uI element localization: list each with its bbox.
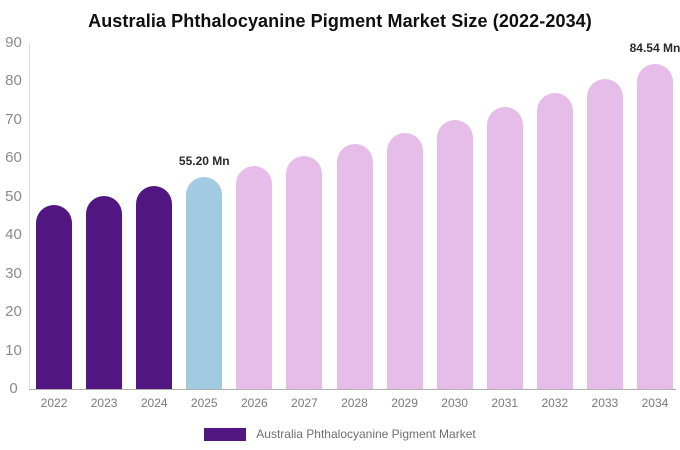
y-tick-90: 90 [5, 34, 22, 51]
data-label-2025: 55.20 Mn [178, 153, 230, 168]
y-tick-30: 30 [5, 264, 22, 282]
y-axis-line [29, 43, 30, 389]
bar-2030 [436, 120, 473, 389]
y-tick-10: 10 [5, 341, 22, 359]
legend: Australia Phthalocyanine Pigment Market [0, 427, 680, 441]
y-tick-50: 50 [5, 187, 22, 205]
bar-2022 [36, 204, 73, 389]
x-label-2023: 2023 [90, 396, 118, 410]
bar-2027 [286, 155, 323, 389]
y-tick-20: 20 [5, 303, 22, 321]
y-tick-60: 60 [5, 149, 22, 167]
y-tick-70: 70 [5, 110, 22, 128]
bar-2029 [386, 132, 423, 389]
bar-2031 [486, 107, 523, 389]
bar-2023 [86, 196, 123, 389]
x-label-2033: 2033 [591, 396, 619, 410]
x-axis-line [29, 389, 676, 390]
bar-2028 [336, 144, 373, 389]
bar-2033 [586, 79, 623, 389]
y-tick-80: 80 [5, 72, 22, 90]
x-label-2030: 2030 [441, 396, 468, 410]
y-tick-0: 0 [9, 380, 18, 397]
legend-label: Australia Phthalocyanine Pigment Market [256, 427, 476, 441]
x-label-2022: 2022 [40, 396, 68, 410]
y-tick-40: 40 [5, 226, 22, 244]
x-label-2025: 2025 [190, 396, 218, 410]
x-label-2024: 2024 [140, 396, 168, 410]
bar-2032 [536, 93, 573, 389]
x-label-2029: 2029 [391, 396, 418, 410]
x-label-2027: 2027 [291, 396, 318, 410]
x-label-2034: 2034 [641, 396, 669, 410]
chart-title: Australia Phthalocyanine Pigment Market … [88, 11, 592, 31]
bar-2025 [186, 176, 223, 389]
bar-2024 [136, 186, 173, 389]
bar-2026 [236, 166, 273, 389]
bar-2034 [636, 63, 673, 389]
x-label-2026: 2026 [240, 396, 268, 410]
legend-swatch [204, 427, 247, 441]
x-label-2031: 2031 [491, 396, 519, 410]
data-label-2034: 84.54 Mn [629, 40, 680, 55]
x-label-2032: 2032 [541, 396, 569, 410]
x-label-2028: 2028 [341, 396, 368, 410]
